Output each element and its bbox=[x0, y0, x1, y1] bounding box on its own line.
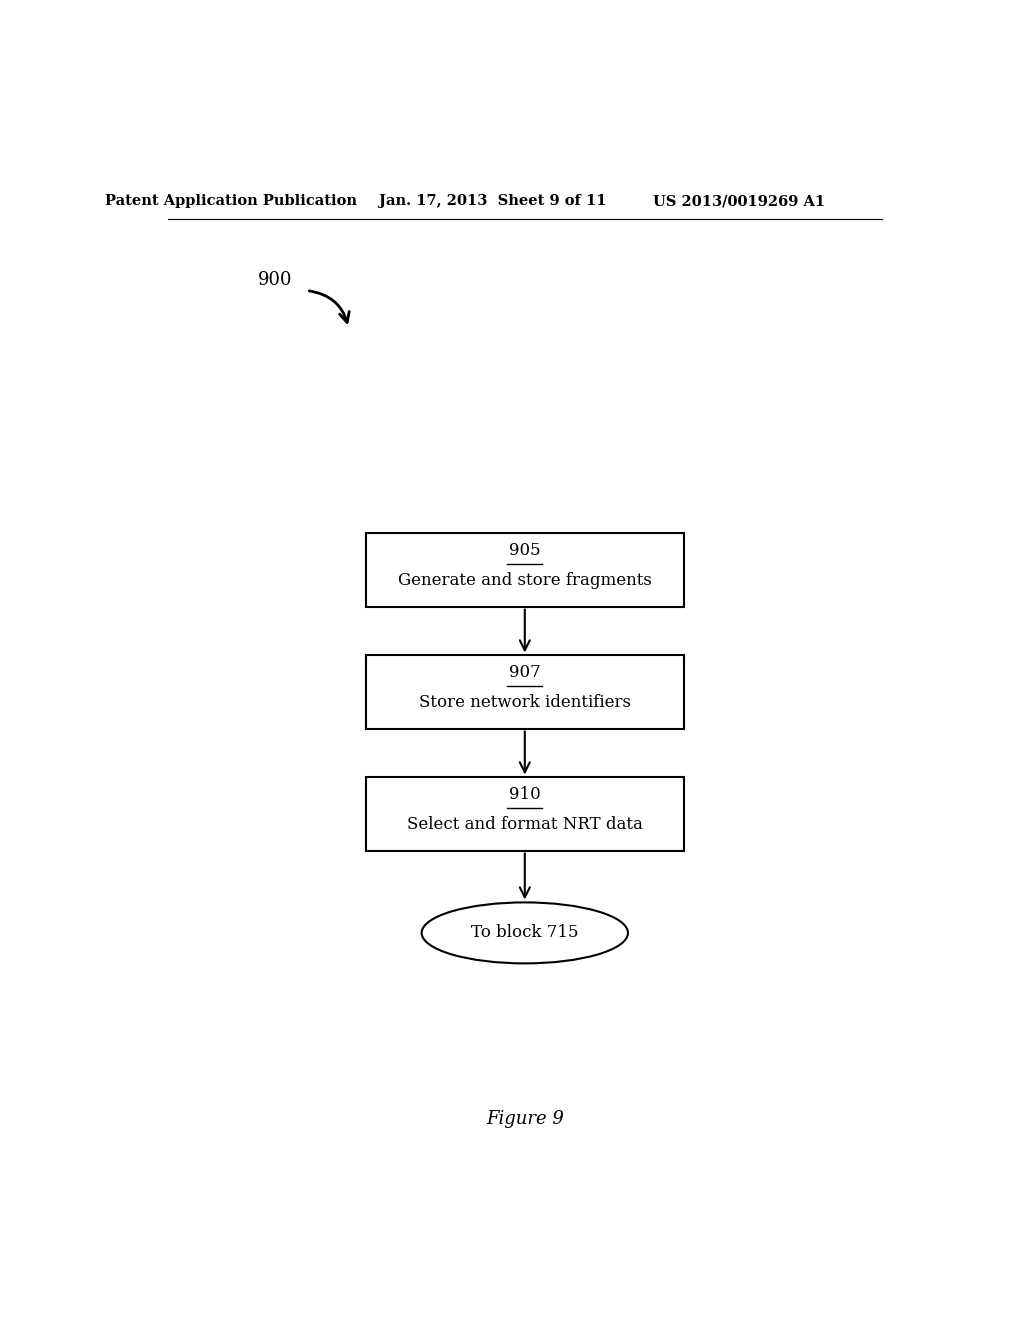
Text: Generate and store fragments: Generate and store fragments bbox=[398, 572, 651, 589]
Text: To block 715: To block 715 bbox=[471, 924, 579, 941]
Text: 905: 905 bbox=[509, 543, 541, 560]
FancyBboxPatch shape bbox=[367, 656, 684, 729]
FancyArrowPatch shape bbox=[309, 290, 349, 322]
Ellipse shape bbox=[422, 903, 628, 964]
Text: Figure 9: Figure 9 bbox=[485, 1110, 564, 1127]
Text: Store network identifiers: Store network identifiers bbox=[419, 694, 631, 710]
Text: US 2013/0019269 A1: US 2013/0019269 A1 bbox=[653, 194, 825, 209]
Text: 910: 910 bbox=[509, 787, 541, 803]
FancyBboxPatch shape bbox=[367, 777, 684, 850]
Text: Select and format NRT data: Select and format NRT data bbox=[407, 816, 643, 833]
Text: 907: 907 bbox=[509, 664, 541, 681]
Text: Patent Application Publication: Patent Application Publication bbox=[105, 194, 357, 209]
Text: Jan. 17, 2013  Sheet 9 of 11: Jan. 17, 2013 Sheet 9 of 11 bbox=[379, 194, 607, 209]
FancyBboxPatch shape bbox=[367, 533, 684, 607]
Text: 900: 900 bbox=[258, 272, 292, 289]
